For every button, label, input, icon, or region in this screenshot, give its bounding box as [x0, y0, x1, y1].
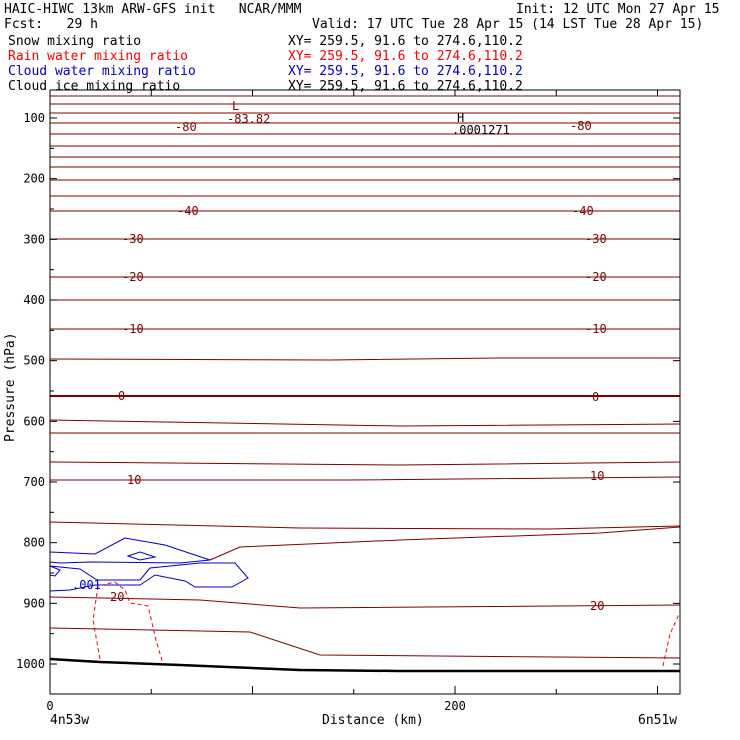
low-symbol: L [232, 99, 239, 113]
temp-contour [49, 357, 680, 361]
temp-contour [209, 526, 681, 561]
y-tick-label: 100 [23, 111, 45, 125]
temp-label: 10 [590, 469, 604, 483]
temp-label: -30 [585, 232, 607, 246]
endpoint-left: 4n53w [50, 713, 89, 728]
temp-contour [49, 461, 681, 466]
y-tick-label: 700 [23, 475, 45, 489]
temp-label: 0 [592, 390, 599, 404]
temp-contour [49, 521, 681, 530]
high-value: .0001271 [452, 123, 510, 137]
cloud-water-contour [126, 551, 157, 561]
endpoint-right: 6n51w [638, 713, 677, 728]
y-tick-label: 600 [23, 414, 45, 428]
cloud-water-contour [49, 537, 211, 564]
temp-label: 20 [590, 599, 604, 613]
field-snow-xy: XY= 259.5, 91.6 to 274.6,110.2 [288, 34, 523, 49]
field-rain-xy: XY= 259.5, 91.6 to 274.6,110.2 [288, 49, 523, 64]
plot-frame [49, 89, 681, 695]
temp-label: -20 [585, 270, 607, 284]
rain-water-contour [662, 611, 681, 667]
high-symbol: H [457, 111, 464, 125]
temp-label: -40 [177, 204, 199, 218]
temp-label: -80 [570, 119, 592, 133]
valid-time: Valid: 17 UTC Tue 28 Apr 15 (14 LST Tue … [312, 17, 704, 32]
temp-contour [50, 476, 681, 481]
y-tick-label: 800 [23, 536, 45, 550]
temperature-contours [49, 95, 681, 659]
init-time: Init: 12 UTC Mon 27 Apr 15 [516, 2, 720, 17]
rain-water-contours [92, 581, 681, 667]
temp-label: -80 [175, 120, 197, 134]
x-axis-title: Distance (km) [322, 713, 424, 728]
temp-label: 0 [118, 389, 125, 403]
temp-contour [49, 419, 681, 427]
temp-label: -10 [585, 322, 607, 336]
temp-contour [49, 596, 681, 609]
field-snow-label: Snow mixing ratio [8, 34, 142, 49]
forecast-hour: Fcst: 29 h [4, 17, 98, 32]
x-tick-label: 0 [46, 699, 53, 713]
temp-label: -30 [122, 232, 144, 246]
y-tick-label: 1000 [16, 657, 45, 671]
cloud-water-contours [49, 537, 249, 592]
temp-contour [49, 627, 681, 659]
y-tick-label: 300 [23, 232, 45, 246]
x-tick-label: 200 [444, 699, 466, 713]
cloud-water-contour [49, 562, 249, 592]
field-cloudwater-label: Cloud water mixing ratio [8, 64, 196, 79]
y-axis-title: Pressure (hPa) [3, 332, 18, 442]
low-value: -83.82 [227, 112, 270, 126]
temp-label: 10 [127, 473, 141, 487]
y-tick-label: 200 [23, 172, 45, 186]
temp-label: -20 [122, 270, 144, 284]
y-tick-label: 400 [23, 293, 45, 307]
cloud-water-label: .001 [72, 578, 101, 592]
rain-water-contour [92, 581, 164, 665]
terrain-line [49, 657, 680, 673]
chart-title: HAIC-HIWC 13km ARW-GFS init NCAR/MMM [4, 2, 302, 17]
temp-label: 20 [110, 590, 124, 604]
field-rain-label: Rain water mixing ratio [8, 49, 189, 64]
field-cloudwater-xy: XY= 259.5, 91.6 to 274.6,110.2 [288, 64, 523, 79]
cloud-water-contour [49, 565, 61, 577]
temp-label: -40 [572, 204, 594, 218]
y-tick-label: 900 [23, 596, 45, 610]
x-axis: 0 200 [46, 90, 658, 713]
y-tick-label: 500 [23, 354, 45, 368]
temp-label: -10 [122, 322, 144, 336]
